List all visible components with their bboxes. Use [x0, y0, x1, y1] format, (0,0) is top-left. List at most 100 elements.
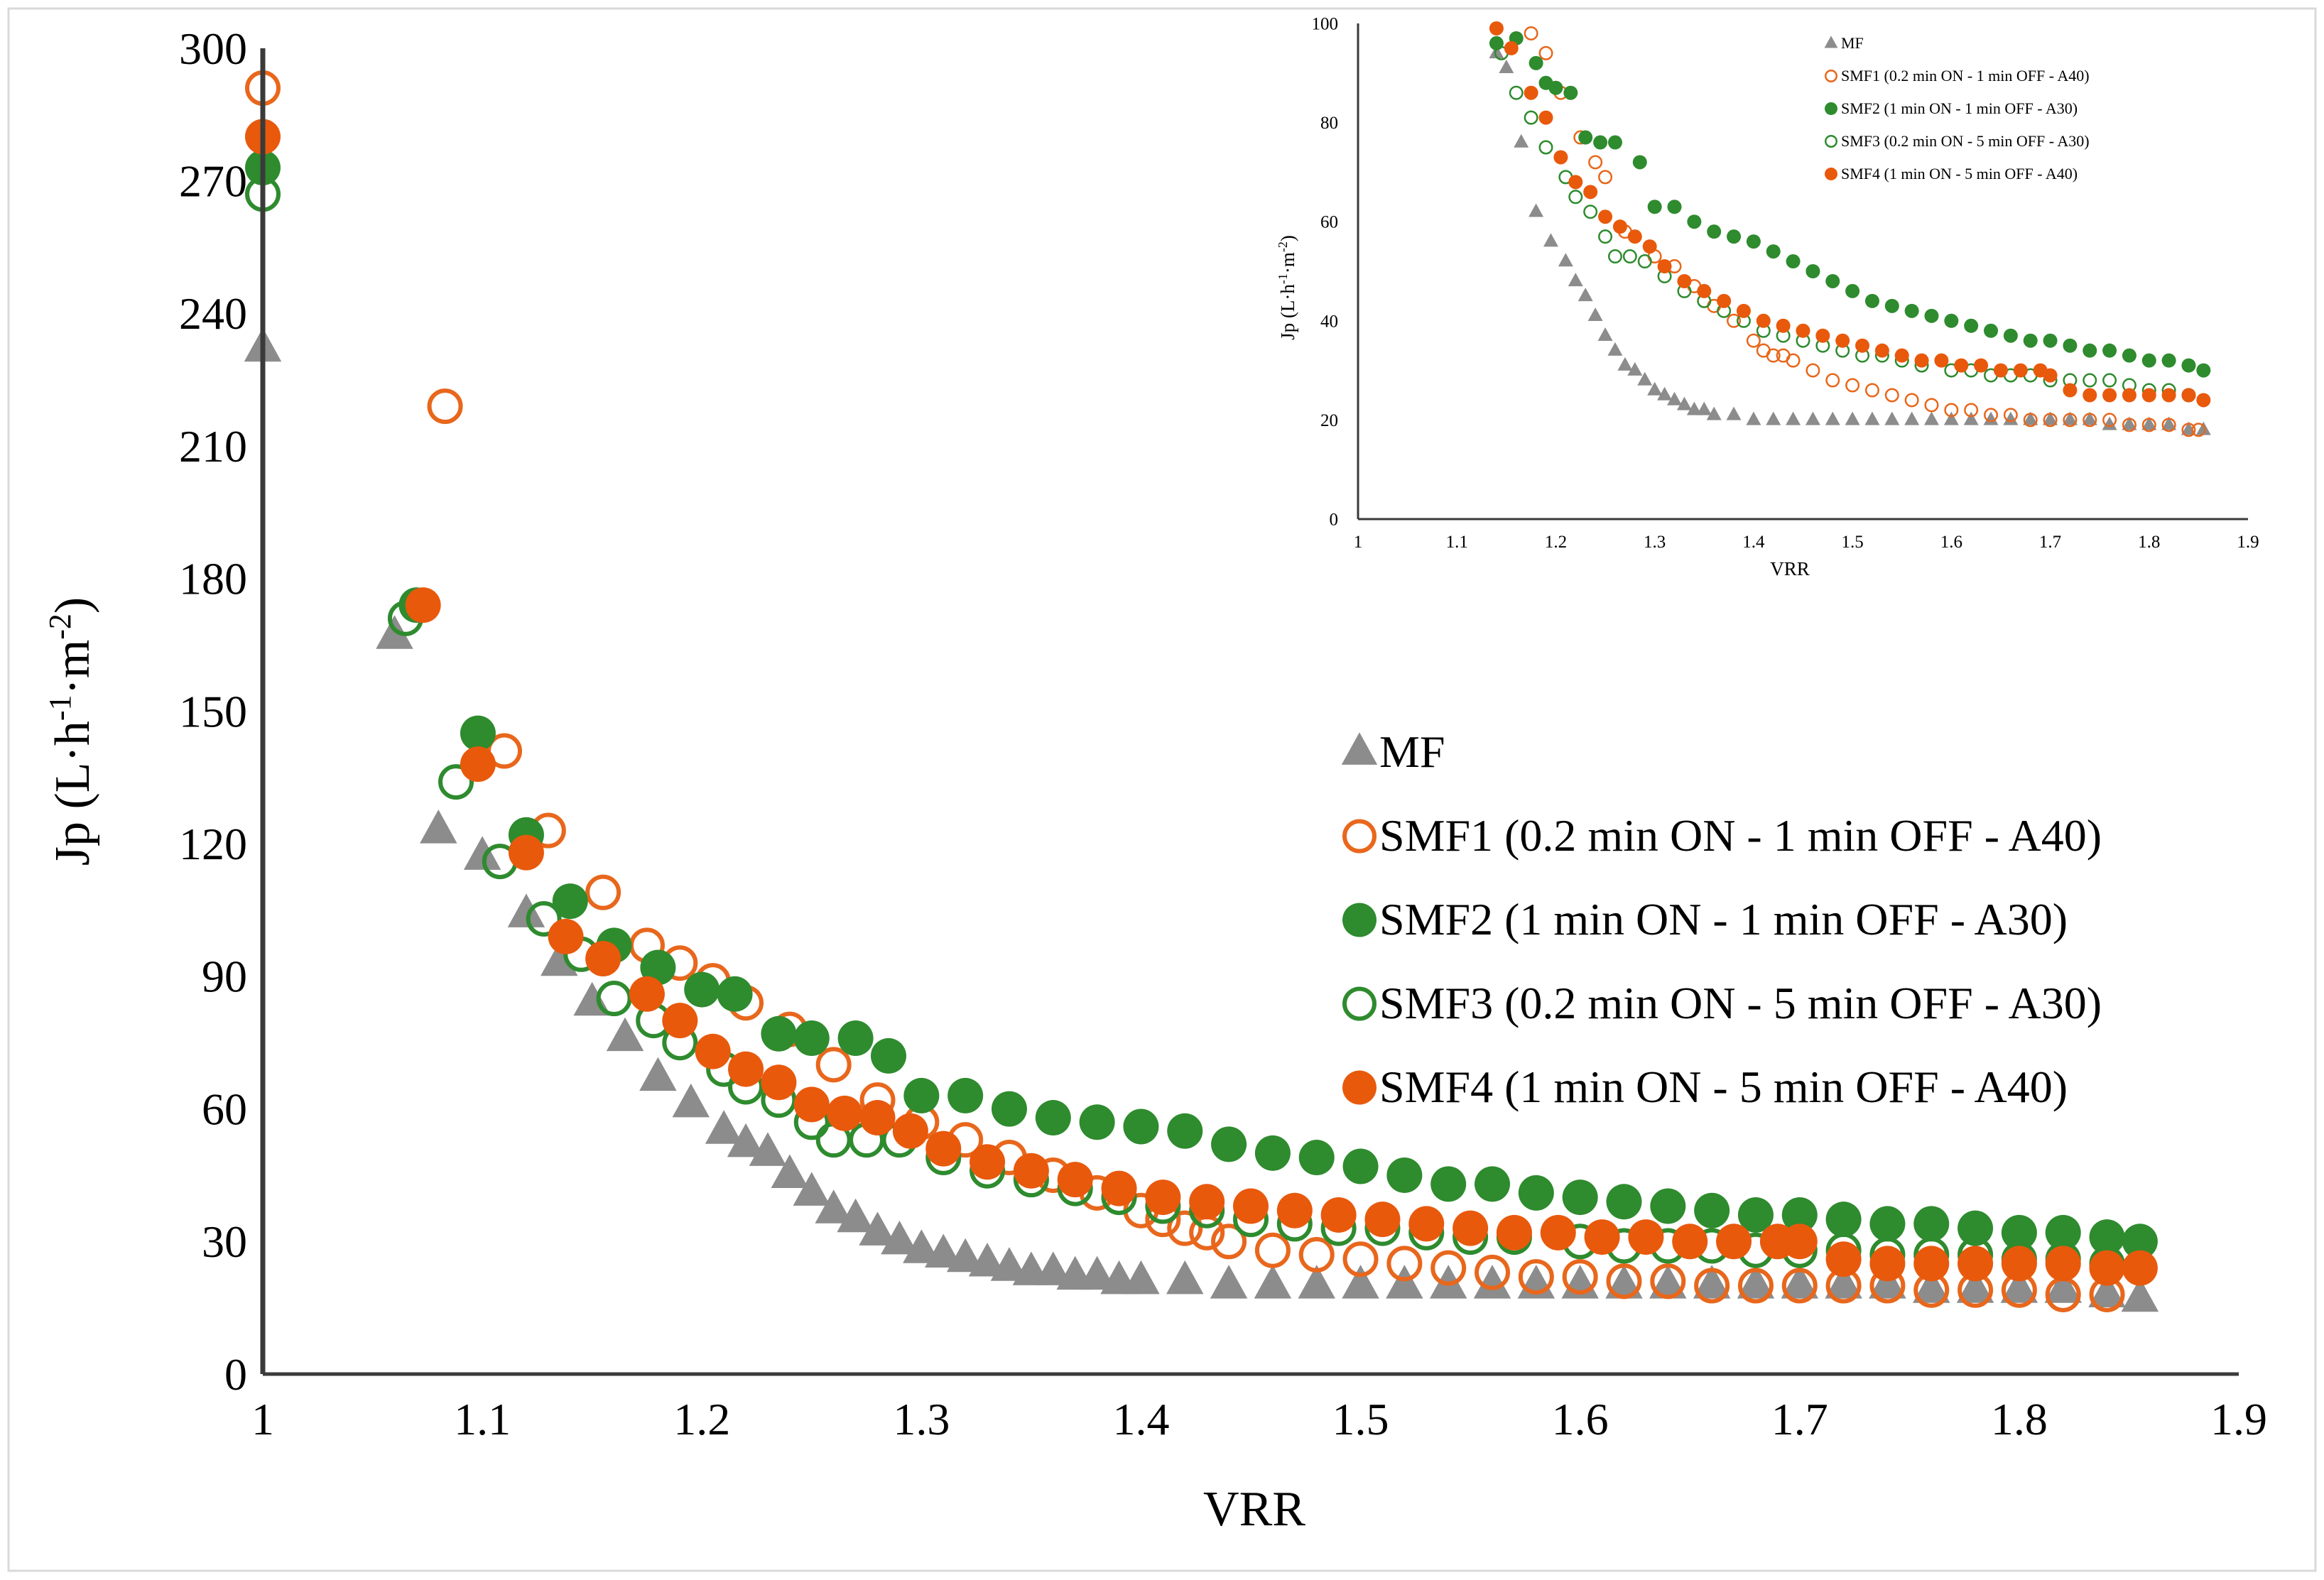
main-x-axis-title: VRR	[1203, 1482, 1305, 1537]
inset-data-point	[1696, 401, 1712, 415]
inset-data-point	[1746, 333, 1761, 348]
inset-data-point	[1924, 308, 1939, 323]
main-y-tick-label: 30	[202, 1216, 247, 1267]
inset-data-point	[2181, 358, 2196, 373]
inset-data-point	[1514, 134, 1529, 148]
inset-data-point	[1612, 219, 1627, 234]
inset-y-tick-label: 100	[1312, 15, 1339, 34]
main-data-point	[1562, 1179, 1598, 1216]
inset-data-point	[1637, 254, 1652, 269]
main-data-point	[1606, 1184, 1642, 1220]
main-x-tick-label: 1.6	[1552, 1394, 1609, 1444]
inset-legend-label: SMF4 (1 min ON - 5 min OFF - A40)	[1841, 165, 2078, 182]
main-data-point	[815, 1047, 852, 1083]
inset-data-point	[1563, 85, 1578, 100]
inset-data-point	[2102, 343, 2117, 358]
inset-data-point	[1726, 406, 1742, 420]
inset-data-point	[1622, 249, 1637, 264]
main-legend-marker	[1342, 1070, 1377, 1105]
inset-x-tick-label: 1.9	[2237, 533, 2259, 552]
inset-data-point	[1845, 378, 1860, 393]
inset-data-point	[1524, 26, 1538, 40]
inset-data-point	[1504, 40, 1519, 55]
inset-data-point	[2161, 418, 2176, 432]
inset-data-point	[1746, 234, 1761, 249]
inset-x-tick-label: 1.4	[1742, 533, 1765, 552]
main-data-point	[507, 893, 545, 927]
main-data-point	[460, 746, 496, 783]
main-data-point	[672, 1083, 710, 1118]
inset-data-point	[1528, 203, 1544, 217]
main-data-point	[793, 1086, 830, 1123]
main-data-point	[924, 1233, 962, 1268]
inset-data-point	[1943, 411, 1959, 425]
main-data-point	[508, 834, 544, 871]
inset-data-point	[1524, 85, 1538, 100]
inset-data-point	[2161, 388, 2176, 403]
inset-data-point	[1558, 253, 1573, 267]
inset-data-point	[2043, 368, 2058, 383]
main-data-point	[1913, 1246, 1950, 1282]
main-data-point	[1650, 1263, 1686, 1300]
inset-data-point	[1717, 293, 1732, 308]
main-data-point	[903, 1077, 940, 1113]
main-data-point	[793, 1172, 831, 1206]
main-data-point	[1430, 1250, 1467, 1286]
main-data-point	[1781, 1265, 1819, 1299]
inset-data-point	[1489, 45, 1504, 59]
inset-data-point	[2063, 338, 2078, 353]
inset-data-point	[1993, 363, 2008, 378]
inset-data-point	[1835, 333, 1850, 348]
inset-data-point	[1874, 343, 1889, 358]
main-data-point	[727, 1123, 765, 1157]
main-data-point	[1013, 1153, 1049, 1189]
inset-data-point	[2062, 411, 2078, 425]
main-data-point	[903, 1229, 940, 1263]
inset-data-point	[2063, 383, 2078, 398]
inset-x-tick-label: 1.2	[1545, 533, 1567, 552]
inset-data-point	[2102, 373, 2117, 388]
main-data-point	[1694, 1268, 1730, 1304]
inset-data-point	[2023, 333, 2038, 348]
inset-series-smf4	[1489, 21, 2211, 408]
main-data-point	[2045, 1214, 2081, 1251]
main-data-point	[1781, 1224, 1818, 1260]
main-data-point	[1672, 1224, 1708, 1260]
inset-y-axis-title-suffix: )	[1277, 235, 1298, 241]
main-legend: MF SMF1 (0.2 min ON - 1 min OFF - A40) SMF…	[1341, 726, 2102, 1112]
main-data-point	[1518, 1259, 1554, 1295]
main-data-point	[1693, 1265, 1731, 1299]
main-data-point	[629, 976, 665, 1012]
inset-data-point	[1667, 200, 1682, 214]
inset-data-point	[1786, 353, 1801, 368]
main-data-point	[815, 1189, 852, 1224]
inset-data-point	[1954, 358, 1969, 373]
main-data-point	[1298, 1236, 1335, 1273]
inset-data-point	[1924, 398, 1939, 413]
main-legend-label: MF	[1379, 726, 1445, 777]
inset-legend-label: SMF1 (0.2 min ON - 1 min OFF - A40)	[1841, 67, 2090, 85]
inset-data-point	[1766, 411, 1781, 425]
main-data-point	[1694, 1192, 1730, 1228]
main-x-tick-label: 1.5	[1332, 1394, 1389, 1444]
inset-data-point	[1944, 313, 1959, 328]
main-data-point	[837, 1198, 874, 1233]
main-data-point	[1958, 1246, 1994, 1282]
main-legend-label: SMF2 (1 min ON - 1 min OFF - A30)	[1379, 894, 2068, 944]
main-data-point	[405, 587, 441, 623]
main-data-point	[1562, 1259, 1598, 1295]
inset-data-point	[1963, 411, 1979, 425]
inset-series-smf3	[1494, 45, 2196, 403]
main-data-point	[1781, 1197, 1818, 1233]
main-data-point	[2044, 1269, 2082, 1303]
inset-x-tick-label: 1	[1354, 533, 1363, 552]
main-data-point	[1869, 1265, 1906, 1299]
inset-data-point	[2102, 416, 2117, 430]
inset-x-tick-label: 1.5	[1841, 533, 1863, 552]
inset-data-point	[1593, 135, 1608, 150]
main-y-axis-title-sup1: -1	[43, 694, 77, 721]
main-data-point	[1298, 1140, 1335, 1176]
main-data-point	[749, 1132, 787, 1166]
inset-data-point	[1489, 21, 1504, 36]
